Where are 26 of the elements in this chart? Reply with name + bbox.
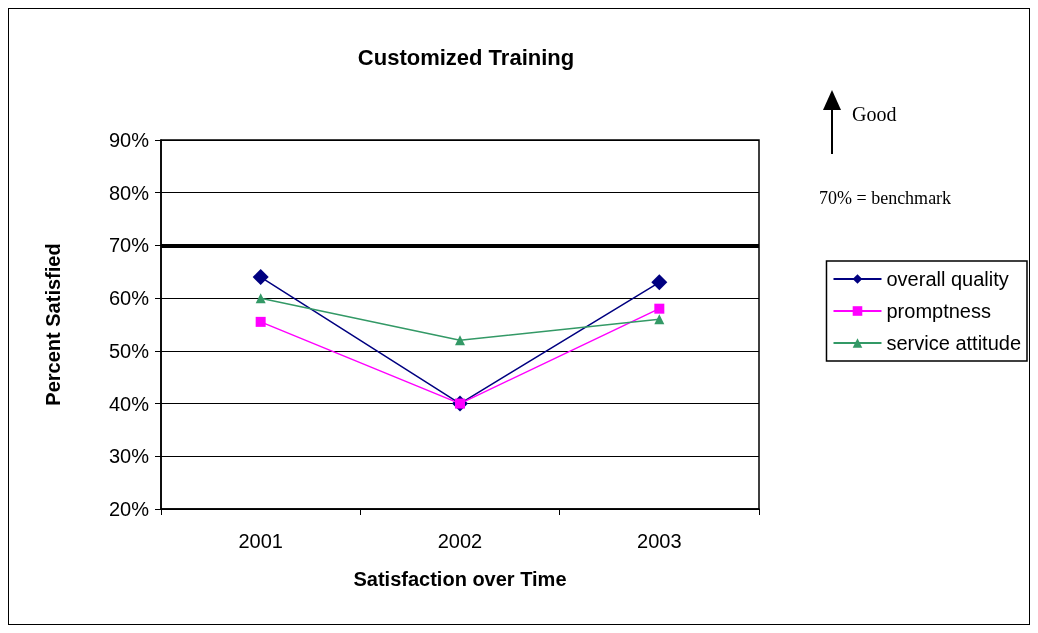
y-tick-label: 80% bbox=[108, 181, 150, 204]
x-axis-title: Satisfaction over Time bbox=[353, 568, 567, 590]
y-tick-label: 20% bbox=[108, 498, 150, 520]
chart-title: Customized Training bbox=[357, 44, 575, 70]
text: 70% = benchmark bbox=[819, 188, 952, 208]
x-tick-label: 2003 bbox=[637, 530, 682, 552]
y-tick-label: 40% bbox=[108, 392, 150, 415]
y-tick-label: 70% bbox=[108, 234, 150, 257]
point bbox=[651, 274, 668, 291]
x-tick-label: 2001 bbox=[238, 530, 283, 552]
point bbox=[654, 303, 665, 314]
point bbox=[255, 316, 266, 327]
y-tick-label: 50% bbox=[108, 339, 150, 362]
legend-label: overall quality bbox=[886, 268, 1009, 290]
y-tick-label: 60% bbox=[108, 287, 150, 310]
point bbox=[455, 335, 465, 346]
legend-label: service attitude bbox=[886, 332, 1021, 354]
point bbox=[252, 269, 269, 286]
point bbox=[255, 293, 266, 304]
x-tick-label: 2002 bbox=[437, 530, 483, 552]
y-tick-label: 30% bbox=[108, 445, 150, 468]
text: Good bbox=[852, 103, 897, 125]
legend-label: promptness bbox=[886, 300, 991, 322]
y-tick-label: 90% bbox=[108, 129, 150, 151]
point bbox=[654, 314, 665, 325]
y-axis-title: Percent Satisfied bbox=[42, 243, 64, 406]
